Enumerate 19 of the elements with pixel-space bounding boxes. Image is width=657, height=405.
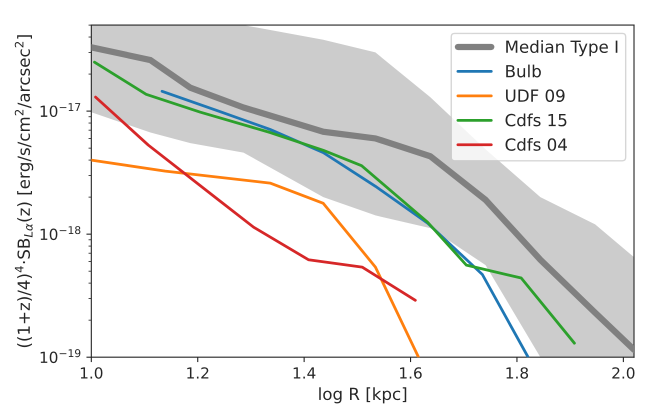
legend-label: Median Type I (506, 40, 618, 56)
text: ((1+z)/4)$^{4}$·SB$_{Lα}$(z) [erg/s/cm$^{2}$/arcsec$^{2}$] (14, 35, 34, 348)
legend-label: Cdfs 15 (506, 114, 566, 126)
line-series (91, 158, 420, 358)
legend-label: Cdfs 04 (506, 138, 567, 151)
x-axis-title: log R [kpc] (319, 387, 406, 404)
y-tick-label: 10$^{−17}$ (40, 103, 80, 118)
line-series (93, 60, 576, 345)
x-tick-label: 1.2 (187, 367, 208, 379)
y-tick-label: 10$^{−19}$ (40, 349, 80, 364)
x-tick-label: 1.8 (506, 367, 528, 379)
legend-label: UDF 09 (506, 89, 565, 102)
x-tick-label: 1.0 (80, 367, 102, 379)
legend-label: Bulb (506, 64, 541, 78)
x-tick-label: 2.0 (612, 367, 634, 379)
line-series (94, 96, 417, 302)
x-tick-label: 1.4 (294, 367, 316, 379)
y-tick-label: 10$^{−18}$ (40, 226, 80, 240)
x-tick-label: 1.6 (400, 367, 422, 379)
